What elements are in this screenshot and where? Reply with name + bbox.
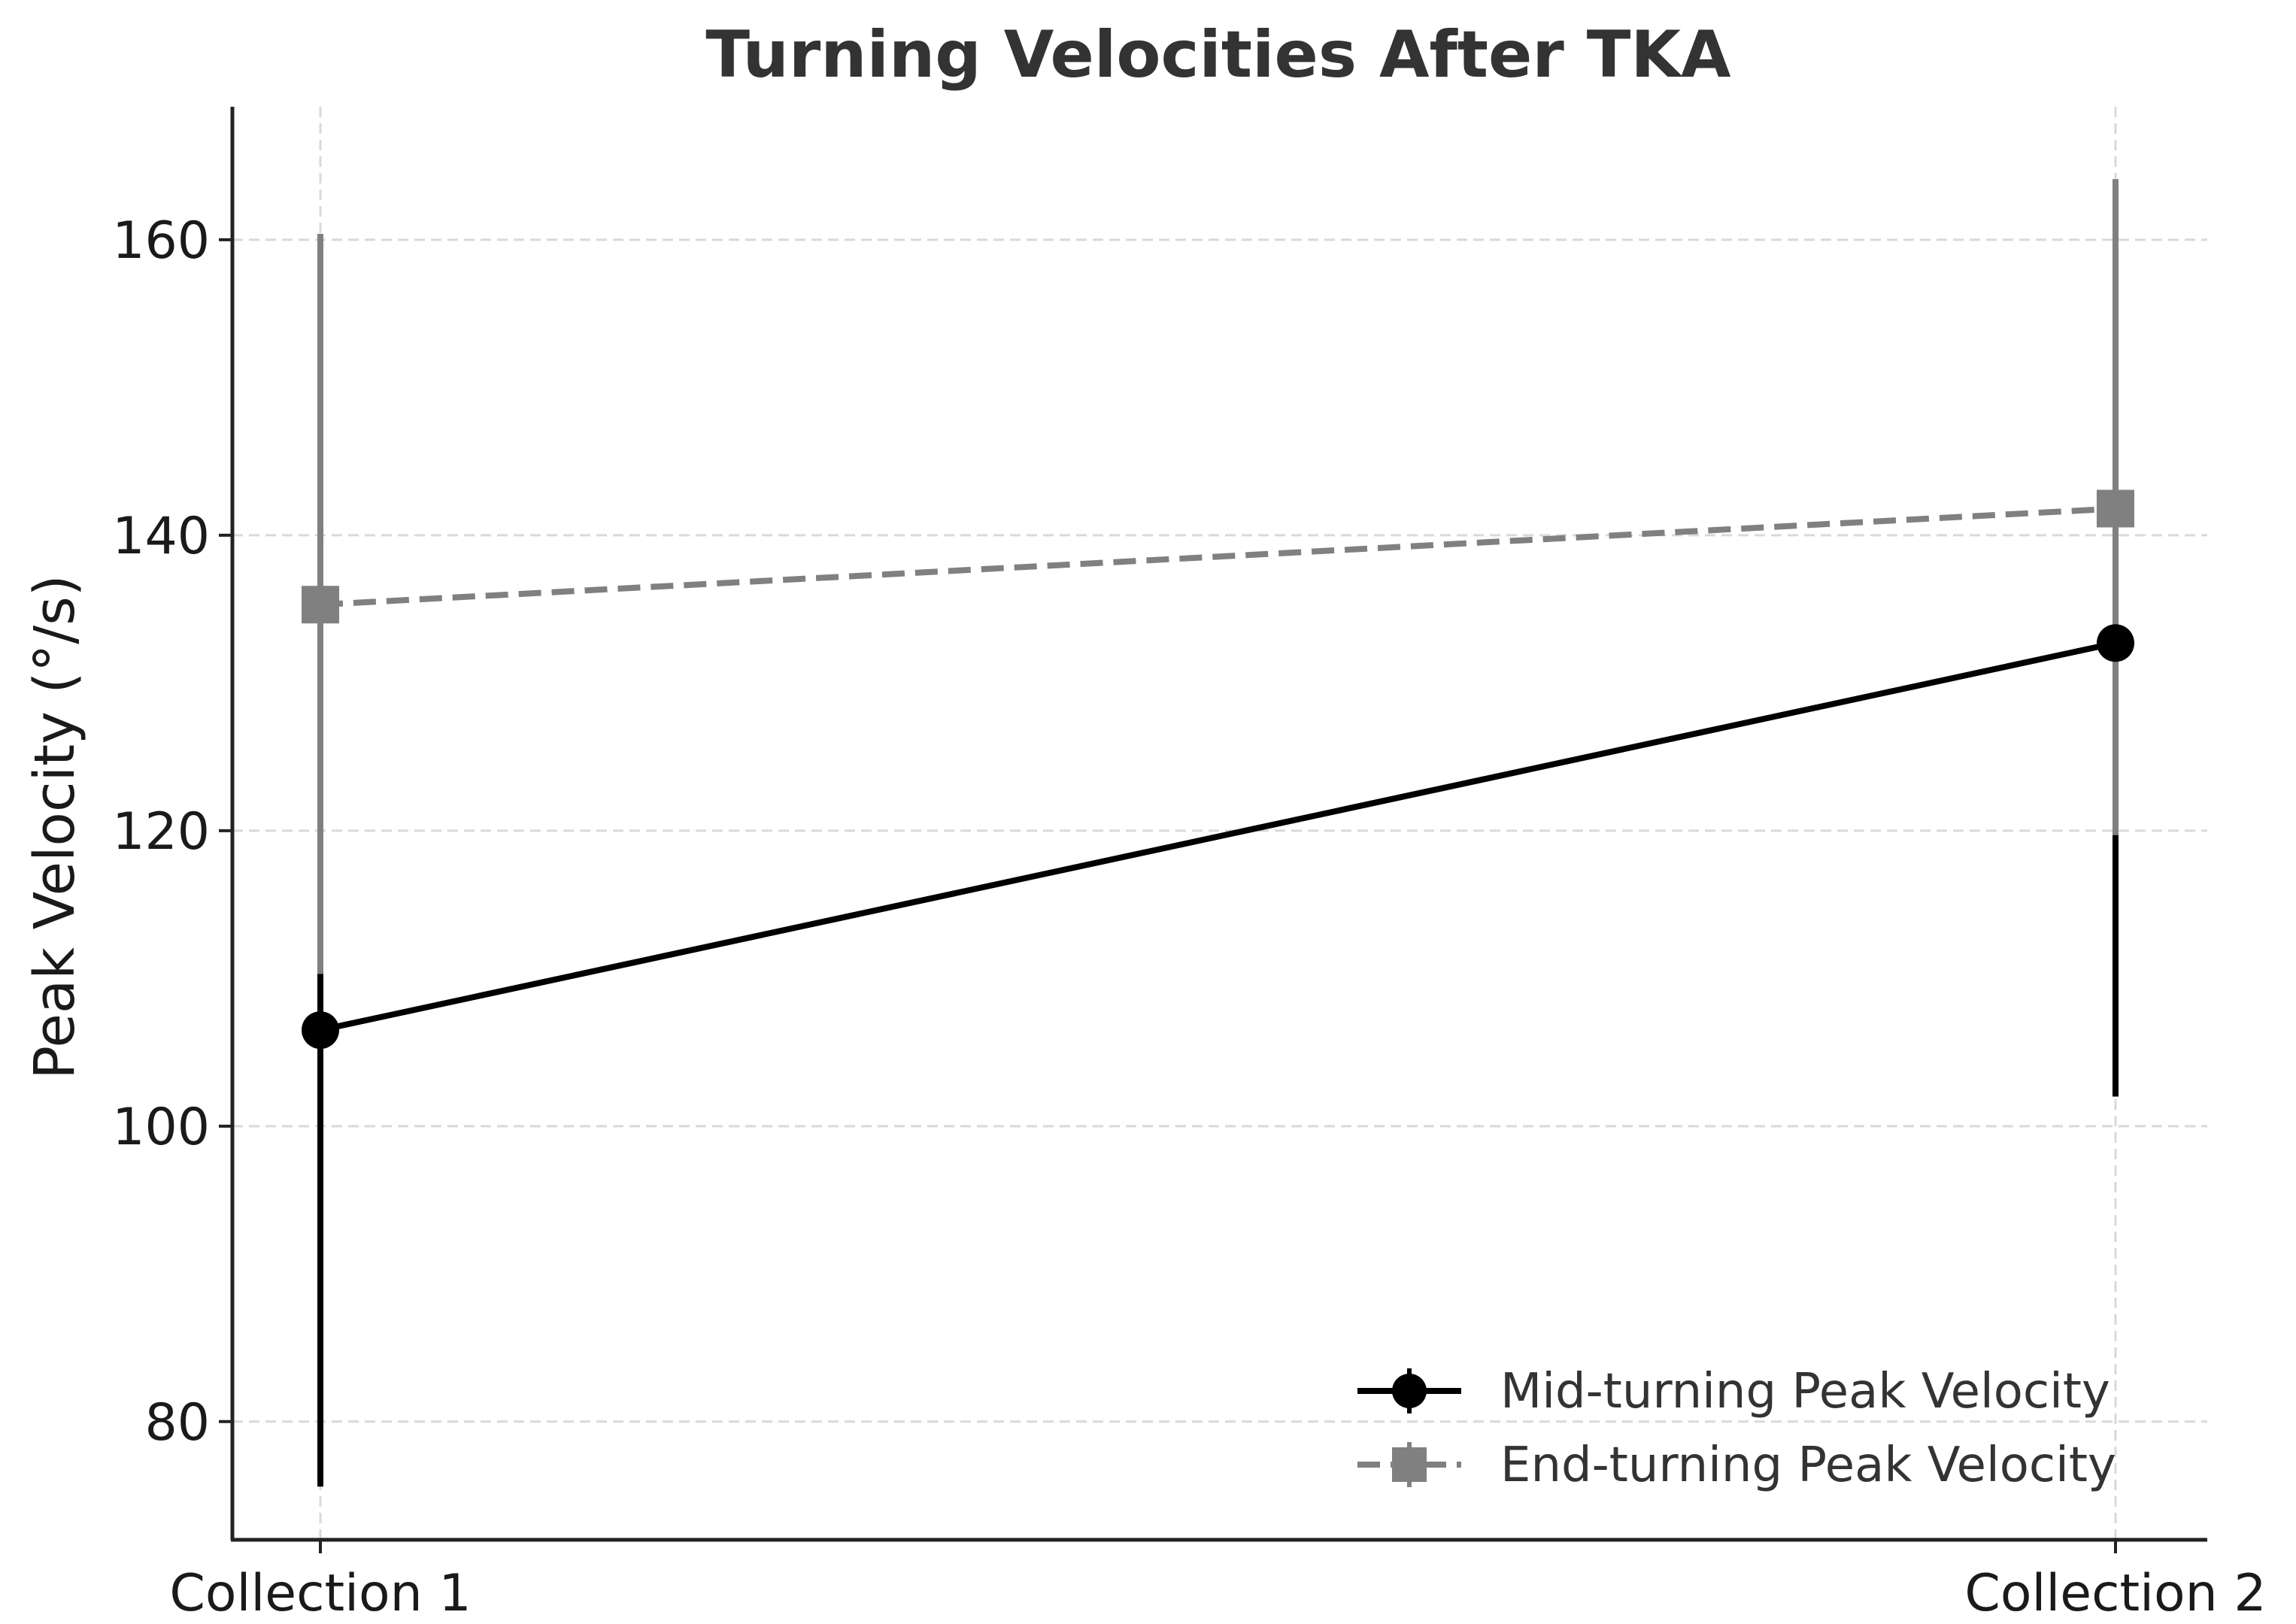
error-bars (317, 179, 2119, 1487)
series-lines (320, 505, 2116, 1034)
y-tick-label-160: 160 (112, 211, 210, 271)
data-point-1-2 (2097, 624, 2134, 662)
y-tick-label-100: 100 (112, 1098, 210, 1157)
legend-label-2: End-turning Peak Velocity (1500, 1438, 2116, 1493)
x-axis-ticks: Collection 1 Collection 2 (169, 1540, 2267, 1623)
legend-label-1: Mid-turning Peak Velocity (1500, 1364, 2110, 1419)
data-point-2-2 (2097, 489, 2134, 528)
y-tick-label-120: 120 (112, 802, 210, 862)
legend-marker-2 (1392, 1447, 1427, 1482)
legend-marker-1 (1392, 1374, 1427, 1408)
x-tick-label-1: Collection 1 (169, 1564, 471, 1623)
legend: Mid-turning Peak Velocity End-turning Pea… (1357, 1364, 2116, 1493)
y-tick-label-80: 80 (144, 1393, 210, 1453)
y-axis-label: Peak Velocity (°/s) (23, 574, 87, 1079)
series-markers (302, 489, 2134, 1050)
data-point-2-1 (302, 586, 339, 624)
chart-title: Turning Velocities After TKA (705, 17, 1731, 92)
y-axis-ticks: 80 100 120 140 160 (112, 211, 232, 1453)
series-line-1 (320, 640, 2116, 1034)
x-tick-label-2: Collection 2 (1964, 1564, 2266, 1623)
grid (232, 107, 2207, 1540)
data-point-1-1 (302, 1011, 339, 1050)
series-line-2 (320, 505, 2116, 608)
y-tick-label-140: 140 (112, 507, 210, 566)
